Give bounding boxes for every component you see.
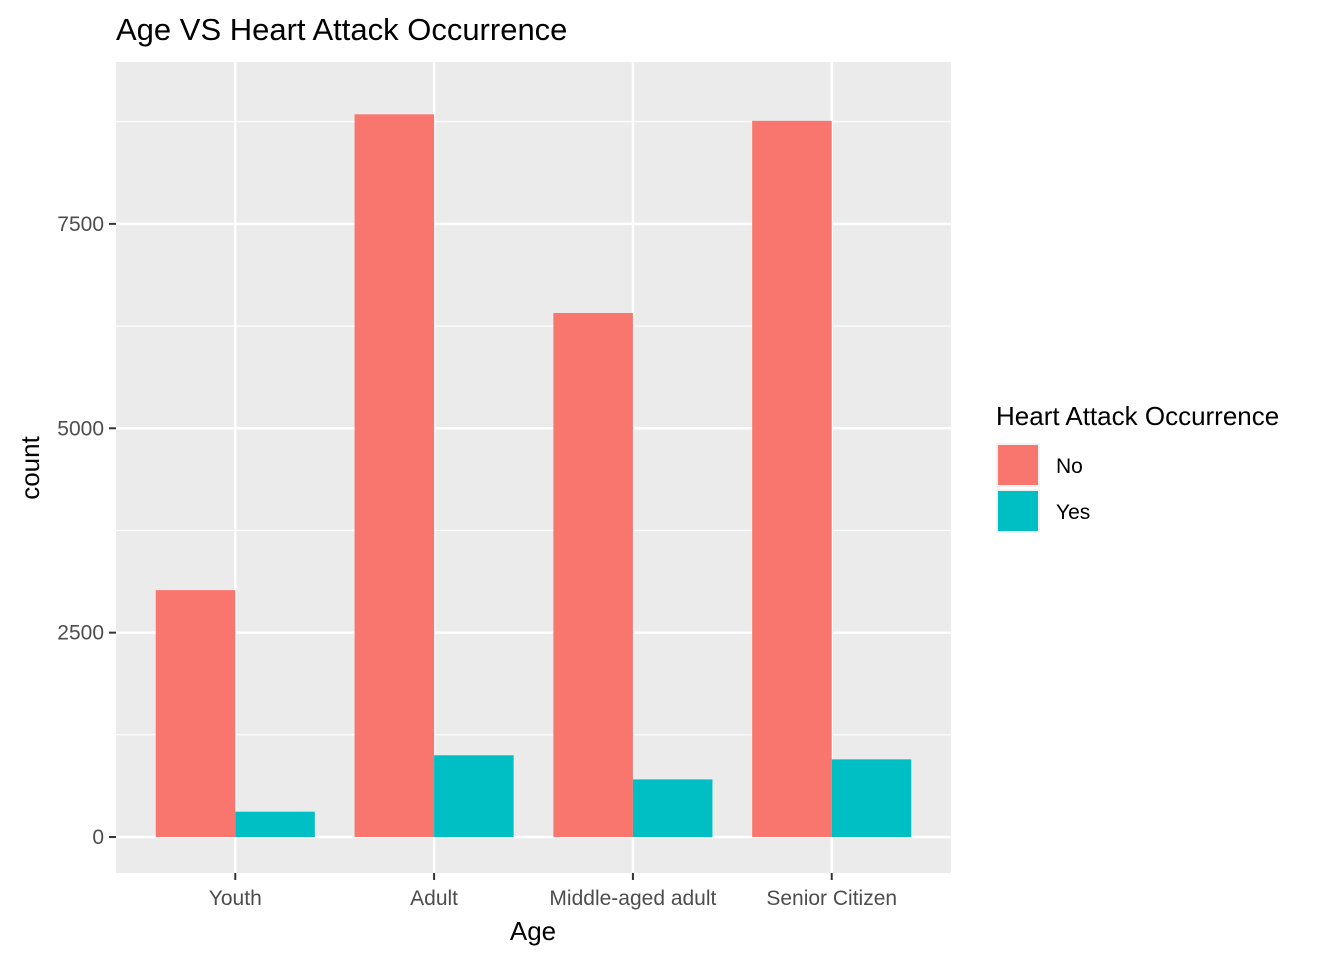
- legend: Heart Attack Occurrence No Yes: [996, 401, 1279, 533]
- legend-label-yes: Yes: [1056, 501, 1090, 524]
- y-tick-label: 5000: [57, 417, 104, 440]
- x-tick-label: Adult: [410, 887, 458, 910]
- y-tick-label: 0: [92, 826, 104, 849]
- legend-title: Heart Attack Occurrence: [996, 401, 1279, 431]
- legend-swatch-yes: [998, 491, 1038, 531]
- x-axis: Youth Adult Middle-aged adult Senior Citize…: [209, 873, 897, 910]
- bar-no-senior-citizen: [752, 120, 832, 838]
- x-axis-title: Age: [510, 916, 556, 946]
- x-tick-label: Middle-aged adult: [549, 887, 716, 910]
- y-axis: 0 2500 5000 7500: [57, 213, 116, 849]
- y-tick-label: 2500: [57, 622, 104, 645]
- legend-label-no: No: [1056, 455, 1083, 478]
- chart-title: Age VS Heart Attack Occurrence: [116, 12, 567, 47]
- x-tick-label: Senior Citizen: [766, 887, 897, 910]
- bar-no-adult: [354, 114, 435, 838]
- y-axis-title: count: [15, 435, 45, 499]
- legend-swatch-no: [998, 445, 1038, 485]
- bar-yes-senior-citizen: [831, 759, 912, 838]
- bar-yes-youth: [235, 811, 315, 838]
- y-tick-label: 7500: [57, 213, 104, 236]
- bar-yes-middle-aged-adult: [632, 779, 713, 838]
- bar-no-middle-aged-adult: [553, 312, 633, 838]
- bar-yes-adult: [434, 755, 514, 838]
- x-tick-label: Youth: [209, 887, 262, 910]
- bars: [155, 114, 912, 838]
- bar-no-youth: [155, 590, 236, 838]
